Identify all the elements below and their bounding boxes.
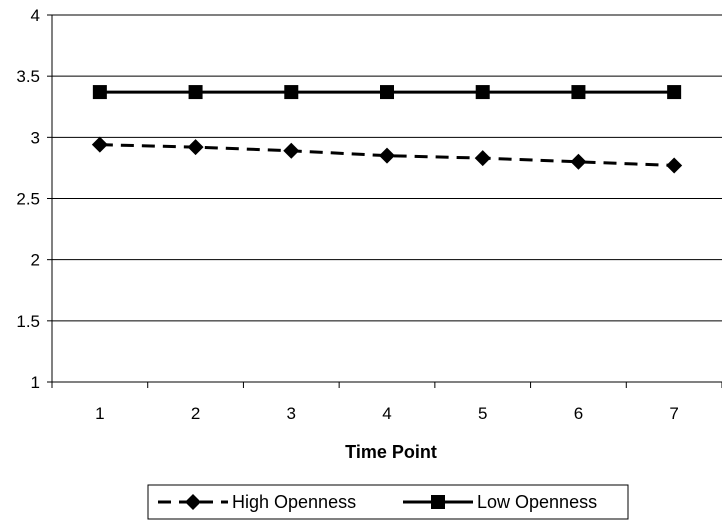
x-tick-label: 4 <box>382 404 391 423</box>
series-group <box>91 85 683 174</box>
legend-marker-square <box>431 495 445 509</box>
axes <box>47 14 722 388</box>
series-high-openness <box>91 136 683 174</box>
y-tick-label: 2 <box>31 251 40 270</box>
legend-marker-diamond <box>185 494 201 510</box>
x-tick-label: 5 <box>478 404 487 423</box>
x-tick-label: 3 <box>287 404 296 423</box>
x-tick-label: 7 <box>669 404 678 423</box>
y-tick-label: 1 <box>31 373 40 392</box>
legend-item-low-openness: Low Openness <box>403 492 597 512</box>
data-point-square <box>475 85 490 100</box>
data-point-diamond <box>474 150 491 167</box>
y-tick-label: 3.5 <box>16 67 40 86</box>
data-point-square <box>284 85 299 100</box>
data-point-diamond <box>187 139 204 156</box>
data-point-diamond <box>666 157 683 174</box>
y-tick-label: 4 <box>31 6 40 25</box>
data-point-diamond <box>570 153 587 170</box>
legend-item-high-openness: High Openness <box>158 492 356 512</box>
series-low-openness <box>92 85 682 100</box>
y-tick-label: 2.5 <box>16 190 40 209</box>
legend: High Openness Low Openness <box>147 484 629 520</box>
data-point-square <box>380 85 394 100</box>
x-axis-title: Time Point <box>345 442 437 462</box>
x-tick-label: 6 <box>574 404 583 423</box>
data-point-square <box>667 85 682 100</box>
y-tick-label: 3 <box>31 128 40 147</box>
x-tick-label: 2 <box>191 404 200 423</box>
y-tick-labels: 1 1.5 2 2.5 3 3.5 4 <box>16 6 40 392</box>
data-point-diamond <box>91 136 108 153</box>
gridlines <box>52 14 722 322</box>
x-tick-labels: 1 2 3 4 5 6 7 <box>95 404 679 423</box>
legend-label-high-openness: High Openness <box>232 492 356 512</box>
data-point-square <box>92 85 107 100</box>
data-point-diamond <box>283 142 300 159</box>
data-point-diamond <box>379 147 395 164</box>
x-tick-label: 1 <box>95 404 104 423</box>
y-tick-label: 1.5 <box>16 312 40 331</box>
legend-label-low-openness: Low Openness <box>477 492 597 512</box>
data-point-square <box>188 85 203 100</box>
data-point-square <box>571 85 586 100</box>
